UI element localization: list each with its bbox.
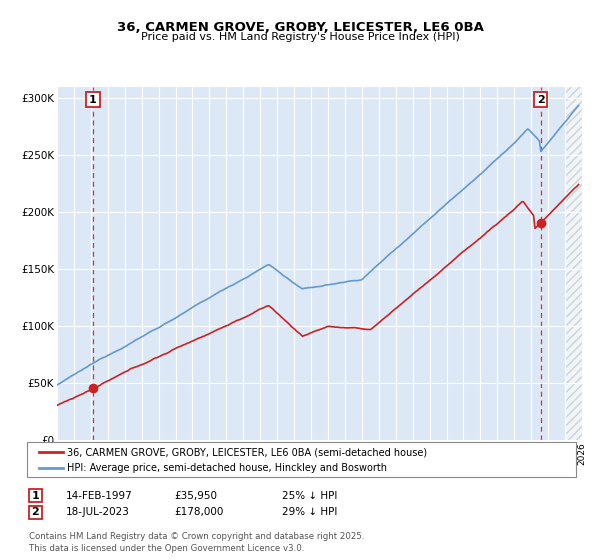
Text: HPI: Average price, semi-detached house, Hinckley and Bosworth: HPI: Average price, semi-detached house,… xyxy=(67,464,387,473)
Text: 1: 1 xyxy=(32,491,39,501)
Text: £178,000: £178,000 xyxy=(174,507,223,517)
Text: 25% ↓ HPI: 25% ↓ HPI xyxy=(282,491,337,501)
Text: 2: 2 xyxy=(536,95,544,105)
Text: 29% ↓ HPI: 29% ↓ HPI xyxy=(282,507,337,517)
Text: 18-JUL-2023: 18-JUL-2023 xyxy=(66,507,130,517)
Text: 36, CARMEN GROVE, GROBY, LEICESTER, LE6 0BA: 36, CARMEN GROVE, GROBY, LEICESTER, LE6 … xyxy=(116,21,484,34)
Text: 36, CARMEN GROVE, GROBY, LEICESTER, LE6 0BA (semi-detached house): 36, CARMEN GROVE, GROBY, LEICESTER, LE6 … xyxy=(67,447,427,457)
Text: 14-FEB-1997: 14-FEB-1997 xyxy=(66,491,133,501)
Text: Price paid vs. HM Land Registry's House Price Index (HPI): Price paid vs. HM Land Registry's House … xyxy=(140,32,460,43)
Text: £35,950: £35,950 xyxy=(174,491,217,501)
Text: 1: 1 xyxy=(89,95,97,105)
Text: Contains HM Land Registry data © Crown copyright and database right 2025.
This d: Contains HM Land Registry data © Crown c… xyxy=(29,533,364,553)
Text: 2: 2 xyxy=(32,507,39,517)
